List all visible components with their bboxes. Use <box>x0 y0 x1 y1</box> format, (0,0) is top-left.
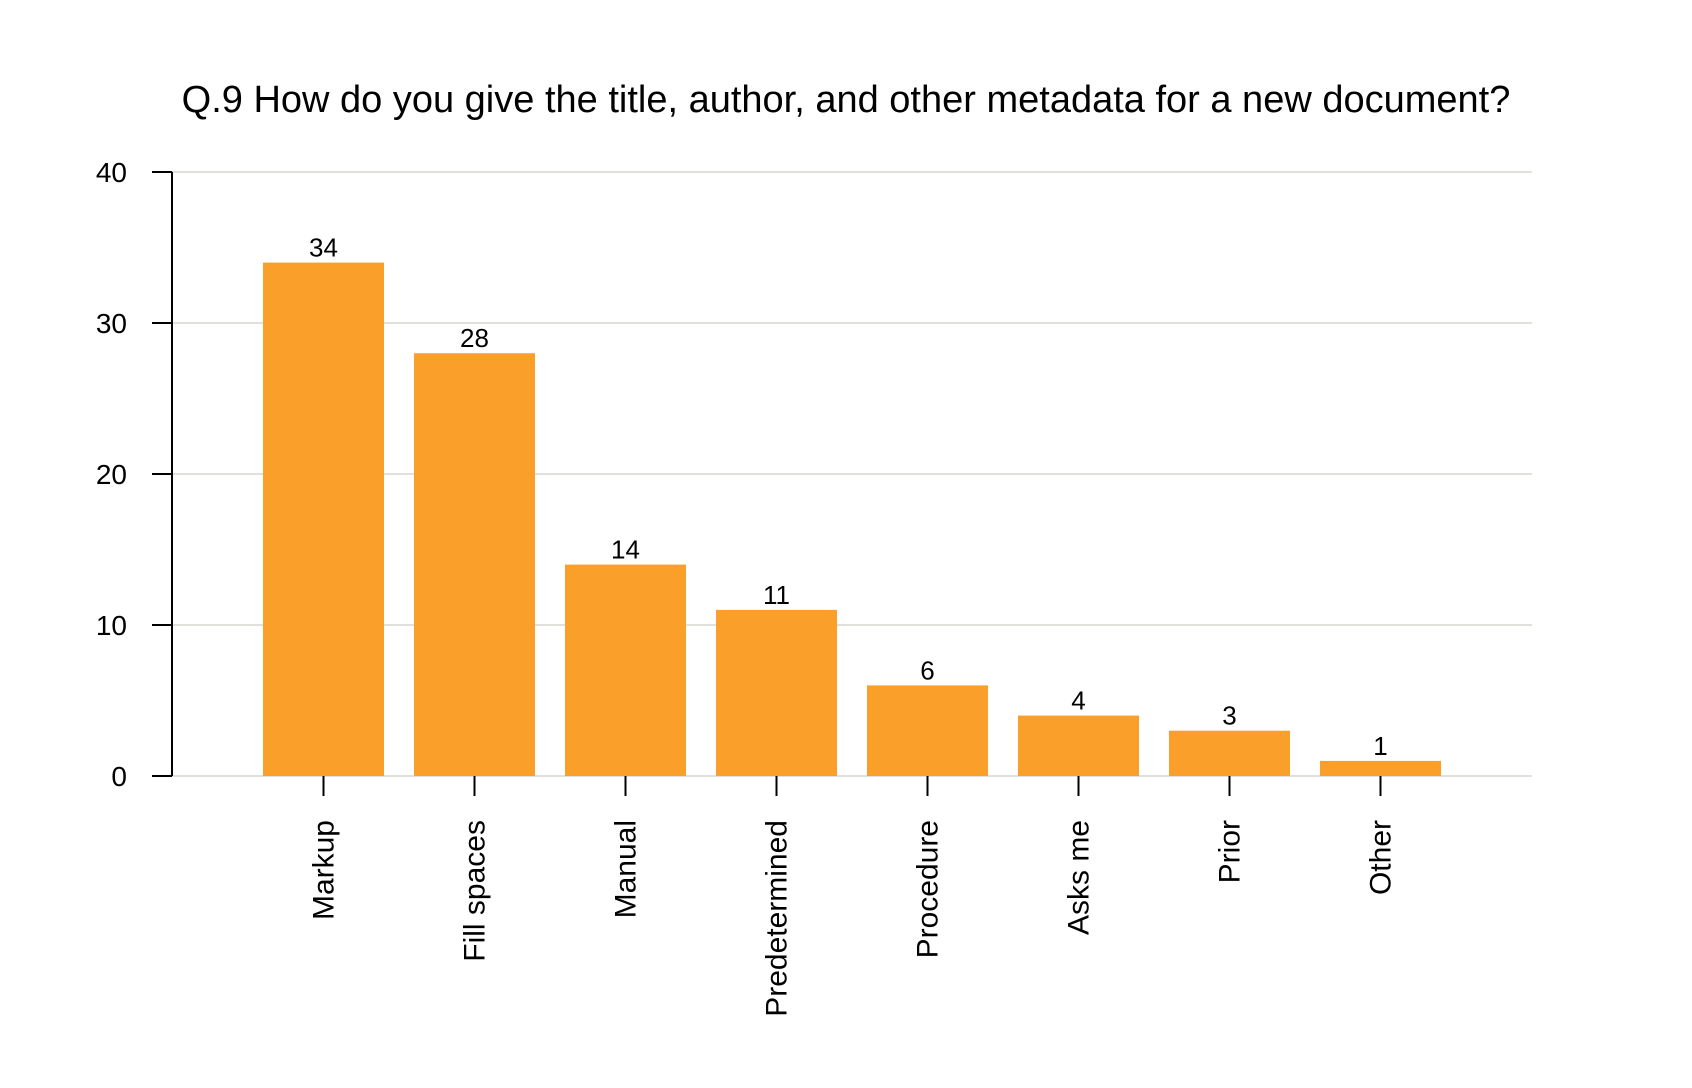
x-tick-label-fill-spaces: Fill spaces <box>459 820 492 962</box>
y-tick-label-0: 0 <box>111 761 127 792</box>
data-label-predetermined: 11 <box>763 580 790 610</box>
x-tick-label-other: Other <box>1365 820 1398 895</box>
x-tick-label-procedure: Procedure <box>912 820 945 958</box>
bar-manual <box>565 564 686 776</box>
chart-title: Q.9 How do you give the title, author, a… <box>182 79 1511 121</box>
y-tick-label-20: 20 <box>96 459 127 490</box>
bar-other <box>1320 760 1441 776</box>
data-label-manual: 14 <box>611 535 640 565</box>
x-tick-label-markup: Markup <box>308 820 341 920</box>
x-axis-ticks: Markup Fill spaces Manual Predetermined Proc… <box>308 776 1398 1017</box>
bar-procedure <box>867 685 988 776</box>
y-tick-label-10: 10 <box>96 610 127 641</box>
y-tick-label-30: 30 <box>96 308 127 339</box>
data-label-fill-spaces: 28 <box>460 323 489 353</box>
bars <box>263 262 1441 777</box>
data-label-other: 1 <box>1373 731 1387 761</box>
gridlines <box>172 171 1532 777</box>
data-label-markup: 34 <box>309 233 338 263</box>
bar-predetermined <box>716 609 837 776</box>
bar-markup <box>263 262 384 777</box>
bar-fill-spaces <box>414 353 535 776</box>
data-label-prior: 3 <box>1222 701 1236 731</box>
data-label-procedure: 6 <box>920 655 934 685</box>
x-tick-label-manual: Manual <box>610 820 643 918</box>
data-labels: 34 28 14 11 6 4 3 1 <box>309 233 1388 761</box>
x-tick-label-asks-me: Asks me <box>1063 820 1096 935</box>
bar-prior <box>1169 730 1290 776</box>
x-tick-label-prior: Prior <box>1214 820 1247 883</box>
y-tick-label-40: 40 <box>96 157 127 188</box>
bar-asks-me <box>1018 715 1139 776</box>
y-axis-ticks: 0 10 20 30 40 <box>96 157 172 792</box>
x-tick-label-predetermined: Predetermined <box>761 820 794 1017</box>
data-label-asks-me: 4 <box>1071 686 1085 716</box>
